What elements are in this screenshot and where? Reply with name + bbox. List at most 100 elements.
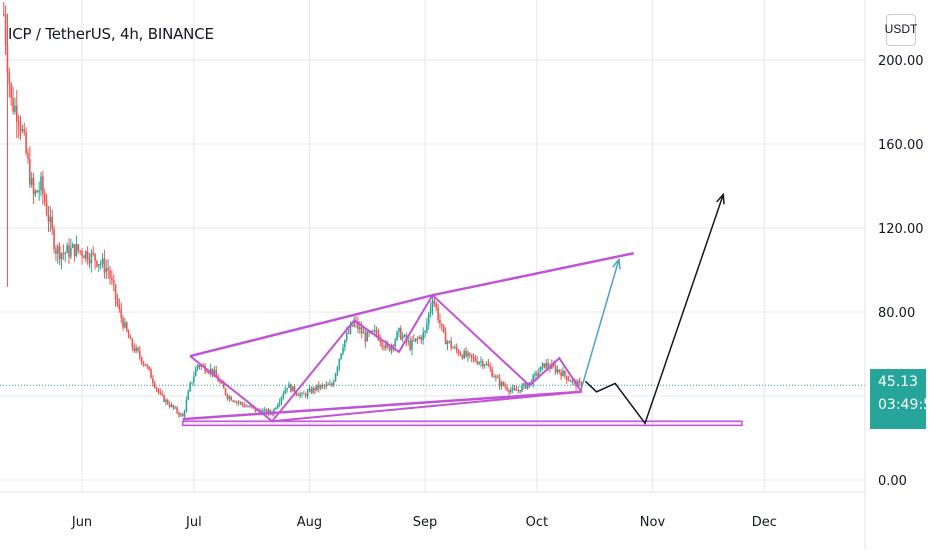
candle-body [400,327,402,340]
candle-body [84,251,87,259]
candle-body [536,373,538,376]
zigzag-pattern [189,293,583,423]
candle-body [191,382,193,384]
candle-body [60,253,63,260]
candle-body [288,384,290,388]
candle-body [280,397,283,403]
x-tick-label: Jul [185,515,202,530]
candle-body [383,346,385,348]
candle-body [53,228,55,250]
candle-body [396,331,398,341]
candle-body [496,376,499,379]
candle-body [211,368,214,374]
candle-body [127,331,130,338]
candle-body [366,331,369,342]
candle-body [534,373,536,376]
candle-body [465,350,467,357]
candle-body [537,372,540,376]
candle-body [562,370,564,377]
candle-body [308,388,311,392]
candle-body [19,122,22,131]
candle-body [342,347,344,354]
candle-body [187,391,190,400]
candle-body [474,357,477,362]
candle-body [174,407,177,409]
candle-body [409,340,411,350]
candle-body [163,395,165,402]
current-price-value: 45.13 [878,374,919,390]
candle-body [77,244,80,251]
candle-body [539,366,542,373]
x-tick-label: Oct [526,515,548,530]
candle-body [426,323,428,331]
candle-body [344,339,346,348]
candle-body [468,352,471,355]
candle-body [513,387,516,390]
candle-body [325,384,328,387]
candle-body [319,385,322,389]
candle-body [424,330,426,333]
candle-body [83,256,85,259]
candle-body [88,260,91,264]
candle-body [506,387,508,390]
candle-body [321,385,324,387]
candle-body [519,389,521,392]
candle-body [373,330,376,332]
candle-body [10,83,12,98]
x-tick-label: Nov [640,515,666,530]
candle-body [541,363,544,367]
candle-body [416,338,419,340]
candle-body [81,251,83,257]
candle-body [14,105,16,112]
candle-body [523,383,525,386]
candle-body [509,389,512,392]
x-tick-label: Aug [297,515,322,530]
candle-body [526,384,529,389]
candle-body [422,332,424,340]
candle-body [111,278,113,280]
candle-body [511,387,514,390]
candle-body [209,368,212,373]
candle-body [180,414,182,416]
candle-body [493,376,495,378]
candle-body [310,388,313,393]
candle-body [131,338,134,348]
candle-body [176,407,178,413]
candle-body [429,307,432,314]
candle-body [112,279,115,285]
candle-body [73,244,76,256]
candle-body [133,347,136,352]
currency-button[interactable]: USDT [885,14,917,46]
candle-body [79,250,81,252]
candle-body [135,347,137,352]
candle-body [407,340,410,342]
candle-body [90,252,93,264]
candle-body [444,332,447,345]
candle-body [30,177,33,185]
candle-body [470,354,473,358]
candle-body [137,347,139,352]
candle-body [390,345,393,351]
candle-body [232,400,234,402]
candle-body [394,340,397,347]
y-tick-label: 0.00 [878,474,907,489]
candle-body [547,363,549,368]
candle-body [165,399,167,402]
candle-body [193,376,195,383]
candle-body [4,14,7,46]
y-tick-label: 200.00 [878,54,924,69]
candle-body [489,366,492,370]
candle-body [237,401,240,403]
candle-body [153,382,156,388]
candle-body [521,385,523,392]
candle-body [140,357,143,363]
candle-body [450,340,452,348]
candle-body [504,385,507,388]
candle-body [301,393,303,395]
candle-body [467,352,469,357]
candle-body [157,389,160,393]
candle-body [139,351,141,358]
candle-body [109,270,111,279]
candle-body [15,105,18,122]
